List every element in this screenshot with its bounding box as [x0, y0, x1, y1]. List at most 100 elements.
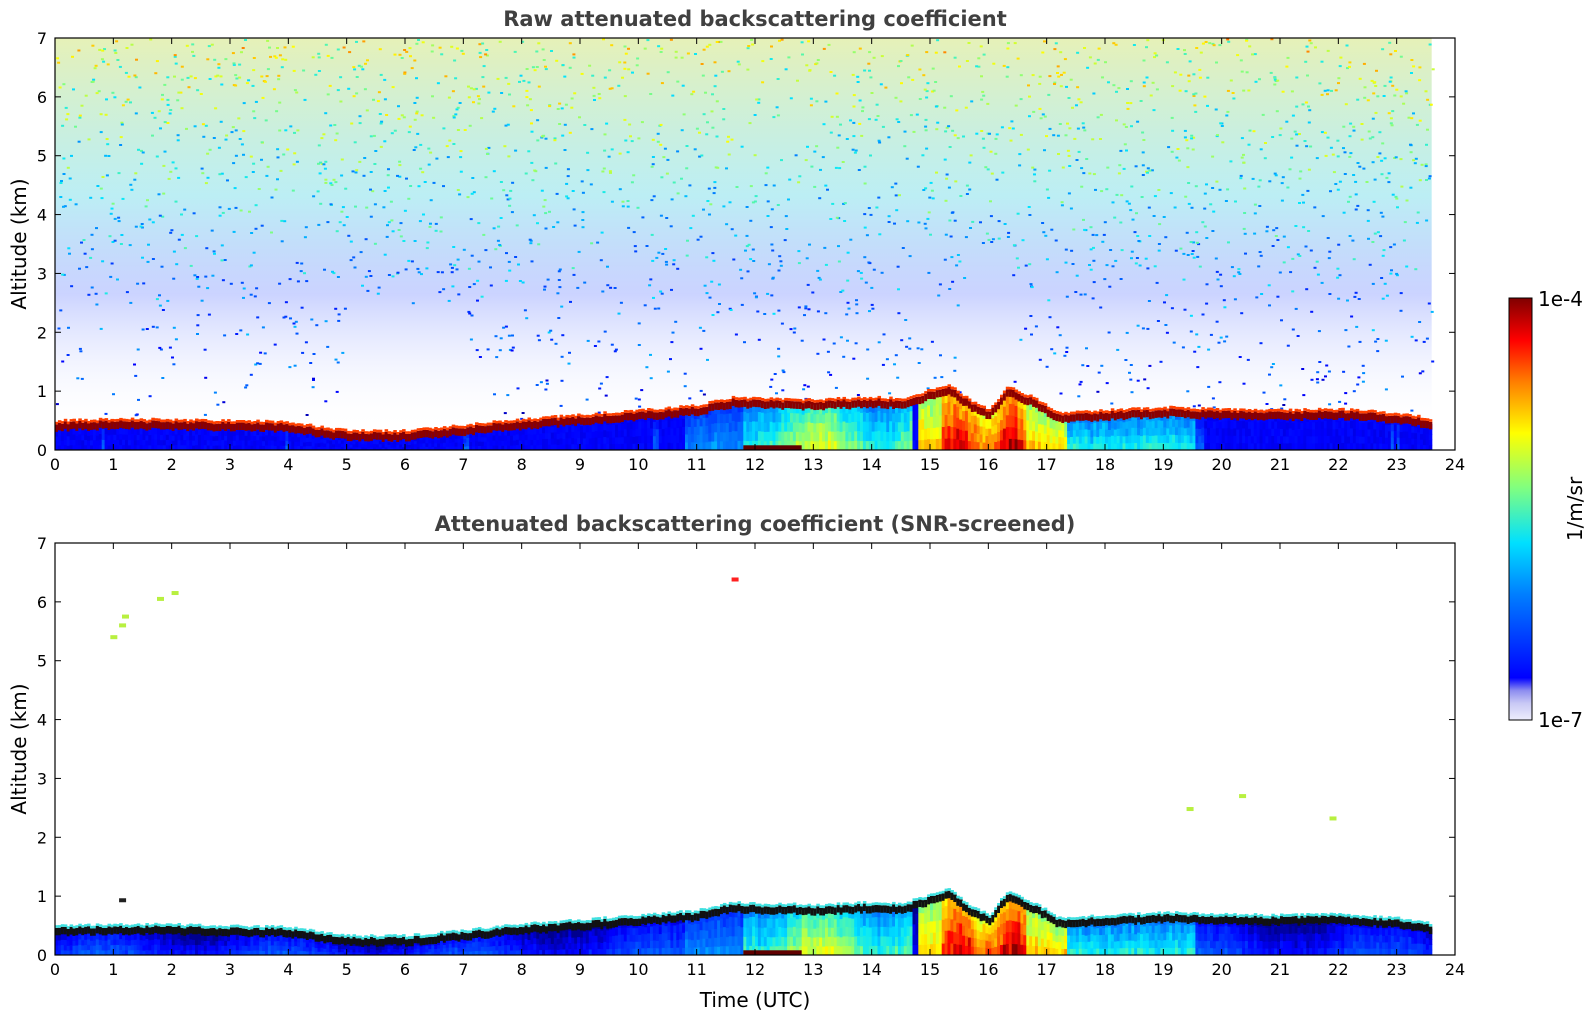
noise-pixel [1141, 174, 1145, 176]
layer-cell [833, 412, 838, 423]
layer-top-edge [897, 398, 902, 401]
noise-pixel [276, 148, 280, 151]
noise-pixel [266, 165, 270, 168]
layer-top-edge [469, 423, 473, 427]
layer-top-cap [714, 402, 718, 410]
layer-top-edge [203, 419, 208, 422]
layer-top-cap [122, 421, 126, 429]
noise-pixel [439, 216, 443, 219]
layer-top-cap [305, 426, 310, 435]
layer-cell [416, 446, 421, 450]
noise-pixel [476, 95, 480, 98]
noise-pixel [162, 164, 166, 167]
layer-cell [136, 439, 141, 446]
noise-pixel [57, 327, 61, 330]
layer-top-edge [650, 408, 654, 412]
layer-cell [501, 435, 505, 442]
noise-pixel [485, 49, 489, 51]
noise-pixel [1185, 231, 1189, 234]
layer-cell [282, 440, 287, 446]
noise-pixel [415, 96, 419, 99]
noise-pixel [601, 170, 605, 173]
noise-pixel [1275, 227, 1279, 230]
layer-top-edge [457, 425, 462, 429]
layer-top-cap [195, 421, 199, 429]
noise-pixel [603, 133, 607, 136]
noise-pixel [680, 129, 684, 132]
layer-cell [836, 440, 841, 450]
layer-top-cap [988, 411, 992, 420]
layer-top-edge [895, 398, 899, 401]
layer-top-edge [127, 419, 132, 422]
noise-pixel [1247, 89, 1251, 92]
noise-pixel [58, 86, 62, 89]
noise-pixel [247, 79, 251, 82]
noise-pixel [268, 46, 271, 49]
layer-cell [746, 431, 750, 442]
layer-top-edge [991, 405, 995, 408]
noise-pixel [177, 238, 181, 241]
layer-top-cap [174, 421, 179, 429]
layer-cell [352, 446, 357, 450]
layer-cell [877, 430, 882, 441]
noise-pixel [511, 334, 514, 337]
noise-pixel [727, 135, 730, 138]
layer-top-edge [515, 418, 520, 422]
noise-pixel [1116, 348, 1120, 351]
noise-pixel [948, 146, 952, 148]
noise-pixel [1089, 248, 1093, 251]
noise-pixel [452, 143, 456, 145]
noise-pixel [947, 186, 951, 189]
layer-cell [1067, 430, 1071, 438]
noise-pixel [486, 153, 489, 155]
noise-pixel [1242, 161, 1246, 164]
noise-pixel [720, 70, 724, 73]
layer-cell [75, 445, 79, 450]
noise-pixel [284, 301, 288, 304]
layer-top-cap [722, 402, 727, 411]
layer-cell [685, 426, 689, 435]
noise-pixel [1173, 71, 1177, 74]
noise-pixel [926, 82, 930, 85]
noise-pixel [1371, 136, 1375, 139]
layer-cell [900, 431, 905, 442]
layer-top-cap [1055, 413, 1059, 422]
layer-cell [1020, 418, 1024, 430]
noise-pixel [549, 329, 553, 332]
layer-cell [1017, 439, 1022, 450]
noise-pixel [1344, 392, 1348, 395]
layer-cell [337, 439, 342, 444]
layer-top-cap [110, 421, 114, 429]
layer-top-cap [297, 425, 301, 434]
layer-top-edge [626, 410, 631, 413]
noise-pixel [472, 88, 476, 91]
noise-pixel [1314, 46, 1317, 49]
layer-cell [582, 444, 587, 450]
layer-cell [941, 391, 946, 404]
layer-top-cap [209, 423, 214, 431]
layer-top-cap [466, 427, 470, 435]
noise-pixel [628, 123, 632, 126]
layer-cell [378, 440, 383, 445]
noise-pixel [984, 166, 988, 169]
layer-cell [664, 434, 669, 443]
noise-pixel [294, 320, 298, 323]
noise-pixel [1015, 257, 1019, 260]
noise-pixel [355, 40, 358, 43]
layer-cell [399, 444, 403, 448]
noise-pixel [1092, 173, 1096, 176]
layer-cell [1075, 443, 1080, 450]
layer-cell [717, 440, 721, 450]
noise-pixel [1334, 183, 1338, 185]
layer-cell [323, 436, 327, 440]
noise-pixel [1129, 102, 1133, 105]
noise-pixel [1142, 139, 1146, 141]
layer-cell [603, 436, 607, 444]
layer-cell [647, 420, 651, 429]
noise-pixel [324, 178, 328, 181]
layer-top-cap [524, 421, 529, 430]
noise-pixel [1226, 38, 1230, 41]
layer-cell [868, 430, 873, 441]
layer-cell [865, 431, 870, 442]
layer-cell [498, 430, 502, 436]
